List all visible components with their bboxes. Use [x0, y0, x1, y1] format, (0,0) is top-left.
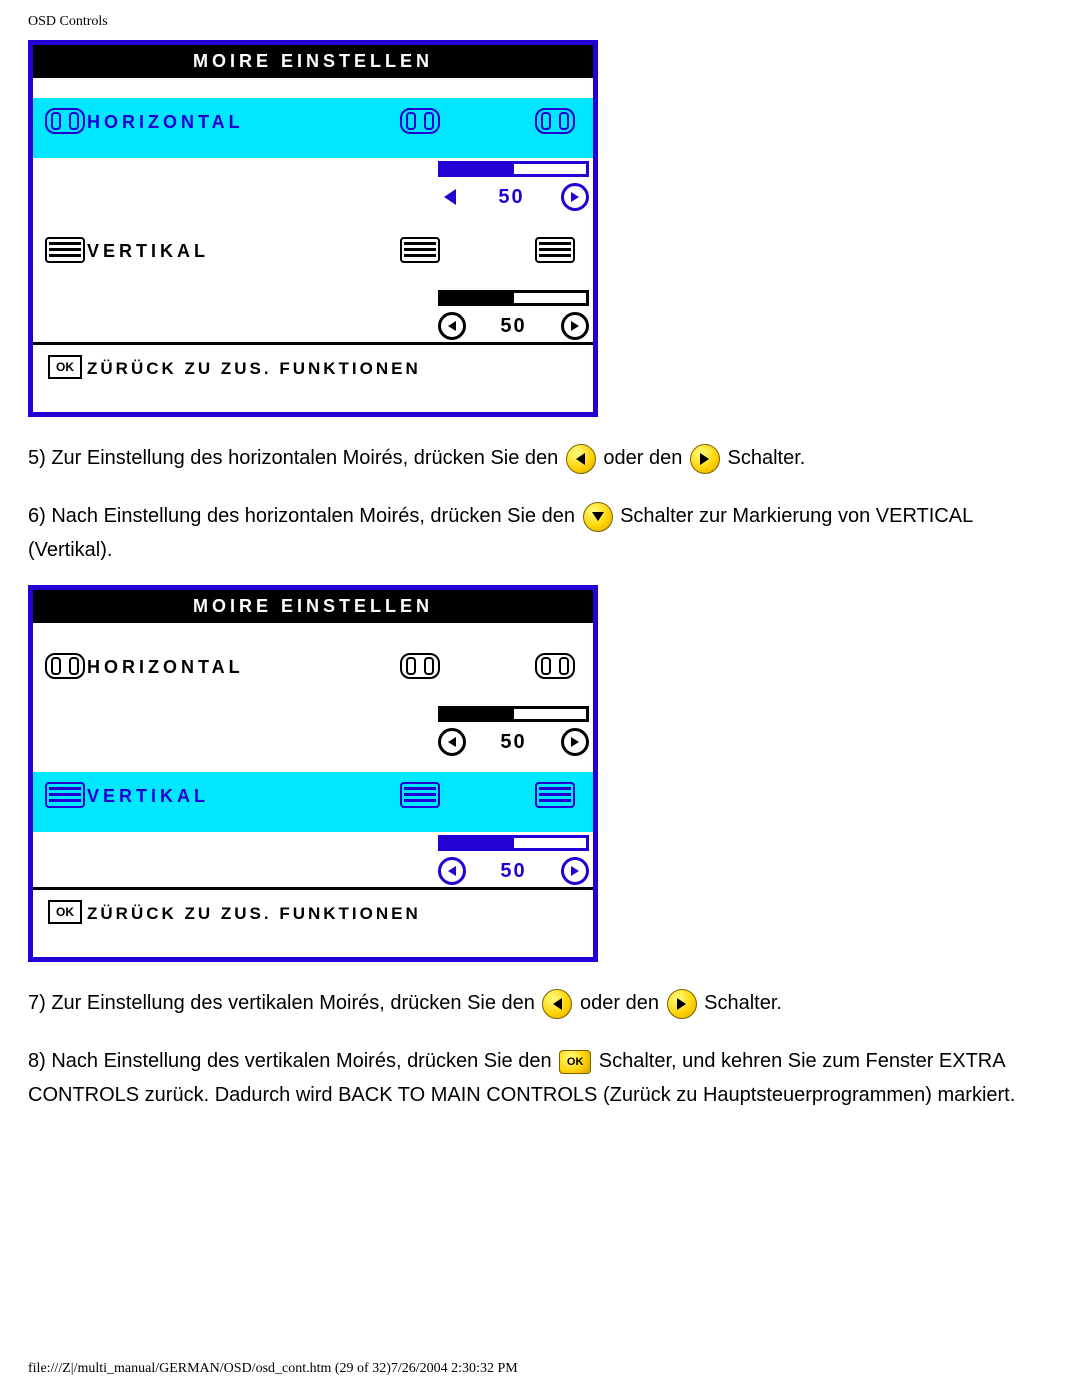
decrease-button[interactable] — [438, 728, 466, 756]
decrease-button[interactable] — [438, 312, 466, 340]
moire-horizontal-icon — [43, 653, 87, 679]
decrease-button[interactable] — [438, 185, 462, 209]
slider-value: 50 — [500, 315, 526, 338]
left-arrow-icon — [566, 444, 596, 474]
slider-row: 50 — [33, 159, 593, 213]
back-label: ZÜRÜCK ZU ZUS. FUNKTIONEN — [87, 355, 587, 379]
osd-panel-horizontal: MOIRE EINSTELLEN HORIZONTAL 50 — [28, 40, 598, 417]
osd-back-row[interactable]: OK ZÜRÜCK ZU ZUS. FUNKTIONEN — [33, 342, 593, 412]
ok-icon: OK — [43, 900, 87, 924]
left-arrow-icon — [542, 989, 572, 1019]
moire-icon — [535, 653, 575, 679]
slider-value: 50 — [500, 731, 526, 754]
osd-title: MOIRE EINSTELLEN — [33, 45, 593, 78]
text: 8) Nach Einstellung des vertikalen Moiré… — [28, 1050, 557, 1072]
text: 7) Zur Einstellung des vertikalen Moirés… — [28, 992, 540, 1014]
osd-row-vertical[interactable]: VERTIKAL — [33, 772, 593, 833]
instruction-6: 6) Nach Einstellung des horizontalen Moi… — [28, 499, 1052, 567]
row-label: HORIZONTAL — [87, 108, 400, 133]
osd-row-horizontal[interactable]: HORIZONTAL — [33, 98, 593, 159]
increase-button[interactable] — [561, 183, 589, 211]
text: oder den — [603, 447, 688, 469]
moire-icon — [400, 108, 440, 134]
right-arrow-icon — [690, 444, 720, 474]
page-header: OSD Controls — [0, 0, 1080, 30]
row-label: HORIZONTAL — [87, 653, 400, 678]
slider-bar[interactable] — [438, 706, 589, 722]
right-arrow-icon — [667, 989, 697, 1019]
slider-bar[interactable] — [438, 161, 589, 177]
slider-bar[interactable] — [438, 290, 589, 306]
slider-value: 50 — [498, 186, 524, 209]
moire-icon — [535, 108, 575, 134]
instruction-8: 8) Nach Einstellung des vertikalen Moiré… — [28, 1044, 1052, 1112]
moire-icon — [400, 653, 440, 679]
down-arrow-icon — [583, 502, 613, 532]
row-label: VERTIKAL — [87, 782, 400, 807]
content: MOIRE EINSTELLEN HORIZONTAL 50 — [0, 30, 1080, 1112]
moire-horizontal-icon — [43, 108, 87, 134]
increase-button[interactable] — [561, 857, 589, 885]
row-label: VERTIKAL — [87, 237, 400, 262]
osd-title: MOIRE EINSTELLEN — [33, 590, 593, 623]
moire-vertical-icon — [43, 782, 87, 808]
vert-icon — [400, 237, 440, 263]
slider-row: 50 — [33, 833, 593, 887]
moire-vertical-icon — [43, 237, 87, 263]
instruction-5: 5) Zur Einstellung des horizontalen Moir… — [28, 441, 1052, 475]
slider-value: 50 — [500, 860, 526, 883]
text: Schalter. — [704, 992, 782, 1014]
text: oder den — [580, 992, 665, 1014]
slider-row: 50 — [33, 704, 593, 758]
text: 6) Nach Einstellung des horizontalen Moi… — [28, 505, 581, 527]
increase-button[interactable] — [561, 312, 589, 340]
slider-bar[interactable] — [438, 835, 589, 851]
back-label: ZÜRÜCK ZU ZUS. FUNKTIONEN — [87, 900, 587, 924]
instruction-7: 7) Zur Einstellung des vertikalen Moirés… — [28, 986, 1052, 1020]
text: 5) Zur Einstellung des horizontalen Moir… — [28, 447, 564, 469]
ok-icon: OK — [43, 355, 87, 379]
vert-icon — [535, 782, 575, 808]
decrease-button[interactable] — [438, 857, 466, 885]
ok-button-icon: OK — [559, 1050, 591, 1074]
slider-row: 50 — [33, 288, 593, 342]
text: Schalter. — [727, 447, 805, 469]
osd-panel-vertical: MOIRE EINSTELLEN HORIZONTAL 50 — [28, 585, 598, 962]
vert-icon — [400, 782, 440, 808]
osd-back-row[interactable]: OK ZÜRÜCK ZU ZUS. FUNKTIONEN — [33, 887, 593, 957]
page-footer: file:///Z|/multi_manual/GERMAN/OSD/osd_c… — [28, 1361, 518, 1377]
osd-row-horizontal[interactable]: HORIZONTAL — [33, 643, 593, 704]
increase-button[interactable] — [561, 728, 589, 756]
vert-icon — [535, 237, 575, 263]
osd-row-vertical[interactable]: VERTIKAL — [33, 227, 593, 288]
